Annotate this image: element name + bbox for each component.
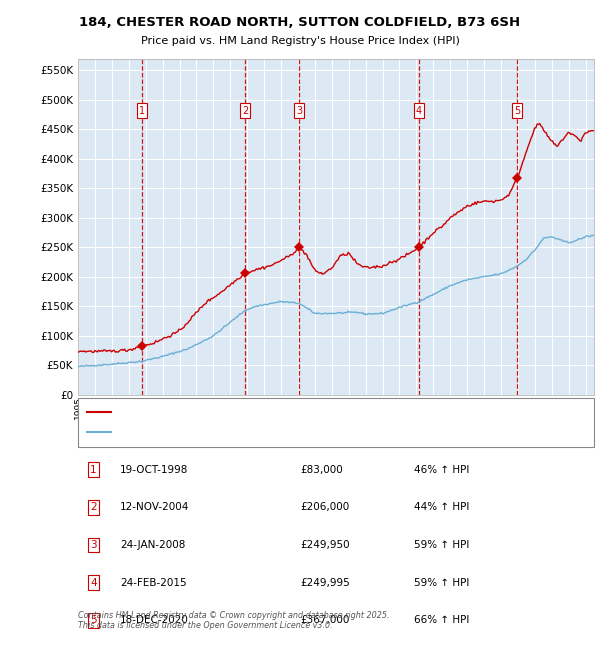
Text: £206,000: £206,000: [300, 502, 349, 512]
Text: 1: 1: [139, 106, 145, 116]
Text: 18-DEC-2020: 18-DEC-2020: [120, 616, 189, 625]
Text: 2: 2: [242, 106, 248, 116]
Text: 4: 4: [416, 106, 422, 116]
Text: 19-OCT-1998: 19-OCT-1998: [120, 465, 188, 474]
Text: HPI: Average price, semi-detached house, Birmingham: HPI: Average price, semi-detached house,…: [116, 428, 364, 436]
Text: 59% ↑ HPI: 59% ↑ HPI: [414, 578, 469, 588]
Text: 24-JAN-2008: 24-JAN-2008: [120, 540, 185, 550]
Text: 3: 3: [90, 540, 97, 550]
Text: 184, CHESTER ROAD NORTH, SUTTON COLDFIELD, B73 6SH (semi-detached house): 184, CHESTER ROAD NORTH, SUTTON COLDFIEL…: [116, 408, 491, 417]
Text: 4: 4: [90, 578, 97, 588]
Text: 12-NOV-2004: 12-NOV-2004: [120, 502, 190, 512]
Text: 5: 5: [90, 616, 97, 625]
Text: £249,950: £249,950: [300, 540, 350, 550]
Text: £83,000: £83,000: [300, 465, 343, 474]
Text: 3: 3: [296, 106, 302, 116]
Text: Contains HM Land Registry data © Crown copyright and database right 2025.
This d: Contains HM Land Registry data © Crown c…: [78, 611, 389, 630]
Text: 1: 1: [90, 465, 97, 474]
Text: 66% ↑ HPI: 66% ↑ HPI: [414, 616, 469, 625]
Text: 59% ↑ HPI: 59% ↑ HPI: [414, 540, 469, 550]
Text: Price paid vs. HM Land Registry's House Price Index (HPI): Price paid vs. HM Land Registry's House …: [140, 36, 460, 46]
Text: 5: 5: [514, 106, 520, 116]
Text: 46% ↑ HPI: 46% ↑ HPI: [414, 465, 469, 474]
Text: 2: 2: [90, 502, 97, 512]
Text: 24-FEB-2015: 24-FEB-2015: [120, 578, 187, 588]
Text: 184, CHESTER ROAD NORTH, SUTTON COLDFIELD, B73 6SH: 184, CHESTER ROAD NORTH, SUTTON COLDFIEL…: [79, 16, 521, 29]
Text: £367,000: £367,000: [300, 616, 349, 625]
Text: 44% ↑ HPI: 44% ↑ HPI: [414, 502, 469, 512]
Text: £249,995: £249,995: [300, 578, 350, 588]
